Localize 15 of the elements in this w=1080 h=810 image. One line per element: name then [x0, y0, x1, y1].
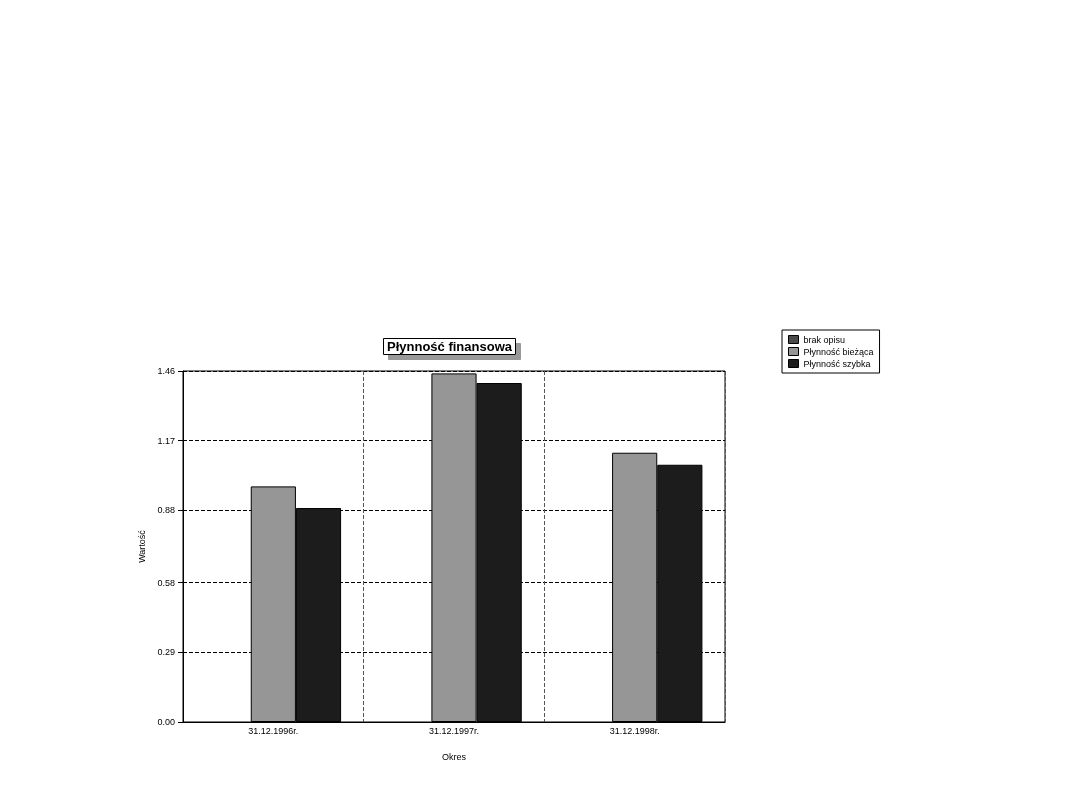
x-tick-label: 31.12.1996r. [248, 725, 299, 736]
y-tick-label: 0.88 [157, 505, 175, 516]
y-tick-label: 0.58 [157, 577, 175, 588]
chart-title: Płynność finansowa [387, 339, 513, 354]
y-tick-label: 0.00 [157, 717, 175, 727]
legend-label: Płynność bieżąca [803, 346, 874, 357]
legend-label: Płynność szybka [803, 358, 871, 369]
y-tick-label: 1.46 [157, 366, 175, 376]
y-tick-label: 0.29 [157, 647, 175, 658]
x-axis-title: Okres [441, 751, 467, 762]
x-tick-label: 31.12.1997r. [428, 725, 480, 736]
x-tick-label: 31.12.1998r. [609, 725, 660, 736]
legend-label: brak opisu [803, 334, 846, 345]
y-tick-label: 1.17 [157, 435, 175, 446]
y-axis-title: Wartość [137, 529, 148, 563]
